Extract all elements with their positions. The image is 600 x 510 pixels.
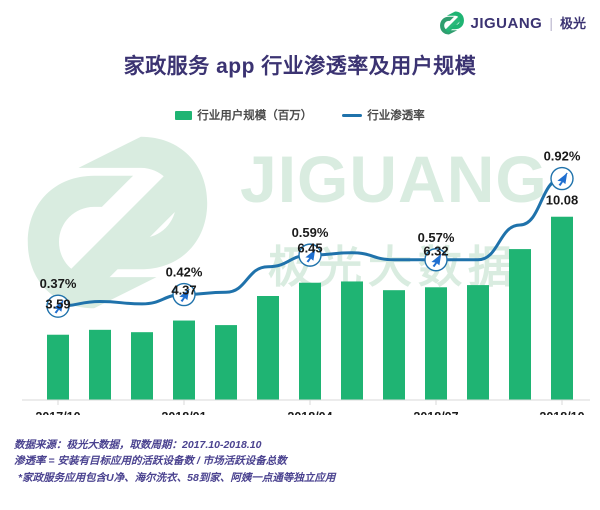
legend-swatch-line-icon	[342, 113, 363, 117]
x-axis-label: 2018/07	[413, 410, 458, 415]
bar	[131, 332, 153, 400]
line-data-label: 0.57%	[418, 230, 455, 245]
bar	[425, 287, 447, 400]
cursor-arrow-marker-icon	[172, 282, 196, 307]
chart-legend: 行业用户规模（百万） 行业渗透率	[0, 107, 600, 123]
line-data-label: 0.59%	[292, 225, 329, 240]
data-labels: 0.37% 0.42% 0.59% 0.57% 0.92% 3.59 4.37 6.45 6.3…	[40, 149, 581, 312]
bar	[89, 329, 111, 400]
bar	[341, 281, 363, 400]
page-title: 家政服务 app 行业渗透率及用户规模	[123, 55, 477, 78]
cursor-arrow-marker-icon	[298, 243, 322, 267]
bar	[551, 216, 573, 400]
footnotes: 数据来源：极光大数据，取数周期：2017.10-2018.10 渗透率 = 安装…	[14, 437, 574, 486]
footnote-source: 数据来源：极光大数据，取数周期：2017.10-2018.10	[14, 439, 262, 451]
x-axis-label: 2017/10	[35, 410, 80, 415]
bar	[257, 296, 279, 400]
bar-data-label: 6.45	[297, 241, 322, 256]
x-axis-label: 2018/04	[287, 410, 332, 415]
bar-data-label: 3.59	[45, 297, 70, 312]
brand-name-en: JIGUANG	[470, 14, 543, 32]
cursor-arrow-marker-icon	[46, 294, 70, 318]
bar	[173, 320, 195, 400]
cursor-arrow-marker-icon	[550, 166, 574, 191]
x-axis-labels: 2017/10 2018/01 2018/04 2018/07 2018/10	[35, 410, 584, 415]
bar	[383, 290, 405, 400]
legend-label-bar: 行业用户规模（百万）	[197, 110, 313, 122]
line-data-label: 0.37%	[40, 276, 77, 291]
brand-logo: JIGUANG | 极光	[439, 10, 586, 36]
footnote-scope: *家政服务应用包含U净、海尔洗衣、58到家、阿姨一点通等独立应用	[18, 471, 336, 484]
footnote-definition: 渗透率 = 安装有目标应用的活跃设备数 / 市场活跃设备总数	[14, 455, 287, 468]
bar	[467, 285, 489, 400]
line-markers	[46, 166, 574, 318]
legend-item-bar: 行业用户规模（百万）	[175, 107, 312, 123]
bar-series	[47, 216, 573, 400]
legend-swatch-bar-icon	[175, 110, 193, 120]
x-axis-label: 2018/01	[161, 410, 206, 415]
cursor-arrow-marker-icon	[424, 248, 448, 272]
jiguang-logo-mark-icon	[439, 11, 464, 35]
line-data-label: 0.92%	[544, 149, 581, 164]
x-axis-label: 2018/10	[539, 410, 584, 415]
line-data-label: 0.42%	[166, 265, 203, 280]
legend-item-line: 行业渗透率	[342, 107, 425, 123]
chart-area: JIGUANG 极光大数据 0.37% 0.42% 0.59% 0.57% 0.92% 3.5…	[0, 130, 600, 415]
legend-label-line: 行业渗透率	[367, 110, 425, 122]
bar-data-label: 10.08	[546, 193, 579, 208]
bar-data-label: 6.32	[423, 243, 448, 258]
brand-divider: |	[549, 15, 553, 31]
brand-name-cn: 极光	[559, 15, 586, 31]
bar	[509, 249, 531, 400]
jiguang-watermark-icon	[27, 136, 208, 309]
bar-data-label: 4.37	[171, 283, 196, 298]
bar	[47, 334, 69, 400]
bar	[215, 325, 237, 400]
watermark-text-en: JIGUANG	[240, 142, 548, 216]
bar	[299, 282, 321, 400]
